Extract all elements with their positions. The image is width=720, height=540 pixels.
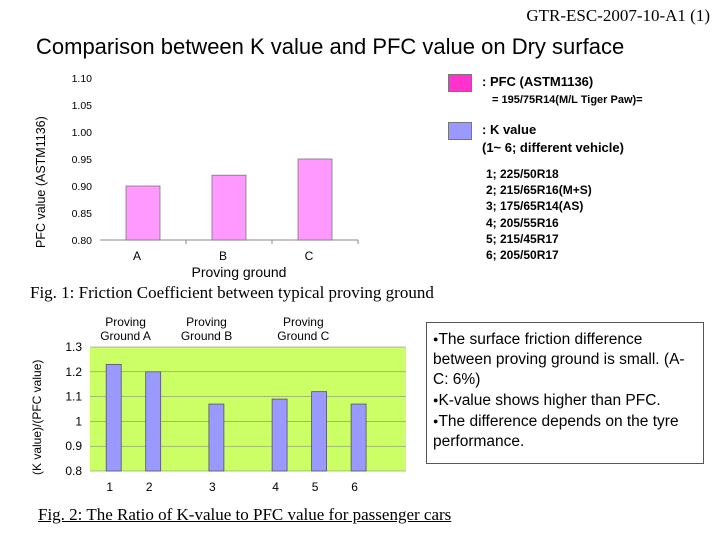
y-tick-label: 1.1	[65, 390, 82, 404]
chart2-k-pfc-ratio: 0.8 0.9 1 1.1 1.2 1.3 1 2 3 4 5 6 Proving Ground A Pro…	[65, 315, 406, 494]
tyre-item: 1; 225/50R18	[486, 167, 559, 181]
x-tick-label: 5	[312, 480, 319, 494]
tyre-list: 1; 225/50R18 2; 215/65R16(M+S) 3; 175/65…	[486, 166, 592, 263]
y-tick-label: 1.10	[72, 73, 93, 85]
y-tick-label: 1	[75, 414, 82, 428]
bar	[105, 363, 122, 472]
tyre-item: 6; 205/50R17	[486, 248, 559, 263]
bar	[208, 403, 225, 472]
note-item: ●The surface friction difference between…	[433, 331, 685, 388]
tyre-item: 2; 215/65R16(M+S)	[486, 183, 592, 198]
group-label: Proving Ground C	[277, 315, 329, 343]
group-label-bg	[91, 315, 160, 345]
y-tick-label: 1.2	[65, 365, 82, 379]
y-tick-label: 1.05	[72, 100, 93, 112]
legend-label-k: : K value	[482, 122, 537, 137]
y-tick-label: 0.80	[72, 235, 93, 247]
group-label: Proving Ground A	[100, 315, 151, 343]
bar	[211, 174, 247, 241]
x-tick-label: B	[219, 249, 227, 263]
legend-label-pfc: : PFC (ASTM1136)	[482, 74, 594, 89]
x-tick-label: 2	[146, 480, 153, 494]
bullet-icon: ●	[433, 334, 439, 344]
x-tick-label: 6	[351, 480, 358, 494]
chart1-pfc-by-proving-ground: 0.80 0.85 0.90 0.95 1.00 1.05 1.10 A B C Proving g…	[72, 73, 359, 280]
chart1-y-axis-label: PFC value (ASTM1136)	[34, 116, 48, 248]
y-tick-label: 0.9	[65, 439, 82, 453]
bar	[125, 185, 161, 241]
document-id: GTR-ESC-2007-10-A1 (1)	[526, 6, 710, 25]
bullet-icon: ●	[433, 395, 439, 405]
legend-item-k: : K value	[448, 120, 660, 140]
y-tick-label: 0.85	[72, 208, 93, 220]
group-label-bg	[269, 315, 338, 345]
x-tick-label: 4	[272, 480, 279, 494]
group-label-bg	[172, 315, 241, 345]
bar	[350, 403, 367, 472]
bar	[271, 398, 288, 472]
x-axis-label: Proving ground	[192, 264, 287, 280]
x-tick-label: 1	[106, 480, 113, 494]
y-tick-label: 0.95	[72, 154, 93, 166]
figure2-caption: Fig. 2: The Ratio of K-value to PFC valu…	[38, 505, 452, 524]
notes-box: ●The surface friction difference between…	[426, 322, 704, 464]
legend: : PFC (ASTM1136) = 195/75R14(M/L Tiger P…	[448, 72, 660, 155]
legend-swatch-k	[448, 122, 472, 140]
tyre-item: 4; 205/55R16	[486, 215, 559, 230]
legend-k-subtitle: (1~ 6; different vehicle)	[482, 140, 624, 155]
x-tick-label: C	[305, 249, 314, 263]
legend-pfc-tyre: = 195/75R14(M/L Tiger Paw)=	[492, 94, 643, 106]
bar	[311, 391, 328, 472]
chart2-y-axis-label: (K value)/(PFC value)	[30, 359, 44, 475]
page-title: Comparison between K value and PFC value…	[36, 34, 625, 59]
note-item: ●The difference depends on the tyre perf…	[433, 413, 679, 450]
bullet-icon: ●	[433, 416, 439, 426]
legend-item-pfc: : PFC (ASTM1136)	[448, 72, 660, 92]
tyre-item: 3; 175/65R14(AS)	[486, 199, 584, 214]
x-tick-label: A	[133, 249, 141, 263]
y-tick-label: 0.90	[72, 181, 93, 193]
tyre-item: 5; 215/45R17	[486, 231, 559, 246]
note-item: ●K-value shows higher than PFC.	[433, 392, 661, 409]
legend-swatch-pfc	[448, 74, 472, 92]
bar	[145, 371, 162, 472]
y-tick-label: 0.8	[65, 464, 82, 478]
x-tick-label: 3	[209, 480, 216, 494]
group-label: Proving Ground B	[181, 315, 232, 343]
bar	[297, 158, 333, 241]
y-tick-label: 1.3	[65, 340, 82, 354]
y-tick-label: 1.00	[72, 127, 93, 139]
figure1-caption: Fig. 1: Friction Coefficient between typ…	[30, 283, 434, 302]
